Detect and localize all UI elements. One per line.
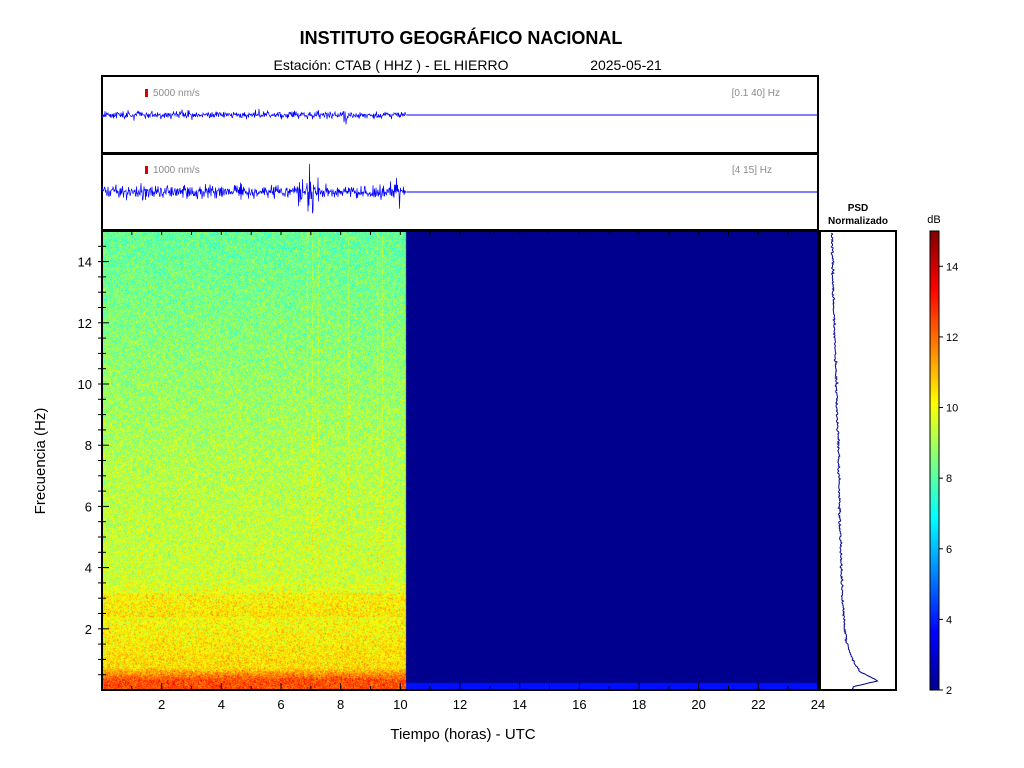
scale-bar-icon xyxy=(145,89,148,97)
psd-panel xyxy=(819,230,897,691)
y-axis: 2 4 6 8 10 12 14 xyxy=(78,245,109,676)
x-tick-label: 22 xyxy=(751,697,765,712)
trace-waveform xyxy=(101,163,406,214)
trace-scale-label: 1000 nm/s xyxy=(153,165,200,176)
y-tick-label: 10 xyxy=(78,377,92,392)
page-title: INSTITUTO GEOGRÁFICO NACIONAL xyxy=(300,27,623,48)
colorbar-tick-label: 2 xyxy=(946,685,952,697)
y-tick-label: 6 xyxy=(85,499,92,514)
date-label: 2025-05-21 xyxy=(590,57,662,73)
psd-title: PSD xyxy=(848,203,869,214)
x-tick-label: 8 xyxy=(337,697,344,712)
x-axis: 2 4 6 8 10 12 14 16 18 20 22 24 xyxy=(131,231,825,712)
colorbar: 2 4 6 8 10 12 14 xyxy=(929,230,958,697)
trace-band-label: [0.1 40] Hz xyxy=(732,88,780,99)
x-tick-label: 10 xyxy=(393,697,407,712)
seismogram-trace xyxy=(101,163,818,214)
trace-panel-filtered: 1000 nm/s [4 15] Hz xyxy=(101,153,819,231)
x-tick-label: 4 xyxy=(218,697,225,712)
trace-scale-label: 5000 nm/s xyxy=(153,88,200,99)
colorbar-tick-label: 4 xyxy=(946,614,952,626)
colorbar-tick-label: 12 xyxy=(946,332,958,344)
colorbar-unit: dB xyxy=(927,214,940,226)
trace-panel-broadband: 5000 nm/s [0.1 40] Hz xyxy=(101,75,819,154)
y-tick-label: 4 xyxy=(85,561,92,576)
y-tick-label: 14 xyxy=(78,255,92,270)
x-tick-label: 2 xyxy=(158,697,165,712)
spectrogram-image xyxy=(102,231,818,690)
x-tick-label: 24 xyxy=(811,697,825,712)
colorbar-ticks: 2 4 6 8 10 12 14 xyxy=(939,261,958,697)
x-tick-label: 18 xyxy=(632,697,646,712)
colorbar-tick-label: 14 xyxy=(946,261,958,273)
station-label: Estación: CTAB ( HHZ ) - EL HIERRO xyxy=(274,57,509,73)
x-tick-label: 12 xyxy=(453,697,467,712)
psd-line xyxy=(830,232,879,690)
y-tick-label: 2 xyxy=(85,622,92,637)
x-axis-label: Tiempo (horas) - UTC xyxy=(390,726,535,743)
y-tick-label: 8 xyxy=(85,438,92,453)
colorbar-tick-label: 8 xyxy=(946,473,952,485)
x-tick-label: 14 xyxy=(512,697,526,712)
trace-band-label: [4 15] Hz xyxy=(732,165,772,176)
psd-subtitle: Normalizado xyxy=(828,216,888,227)
x-tick-label: 16 xyxy=(572,697,586,712)
colorbar-tick-label: 10 xyxy=(946,403,958,415)
trace-waveform xyxy=(101,108,407,125)
x-tick-label: 6 xyxy=(277,697,284,712)
scale-bar-icon xyxy=(145,166,148,174)
y-axis-label: Frecuencia (Hz) xyxy=(32,408,49,515)
seismogram-trace xyxy=(101,108,818,125)
x-tick-label: 20 xyxy=(691,697,705,712)
colorbar-tick-label: 6 xyxy=(946,544,952,556)
y-tick-label: 12 xyxy=(78,316,92,331)
